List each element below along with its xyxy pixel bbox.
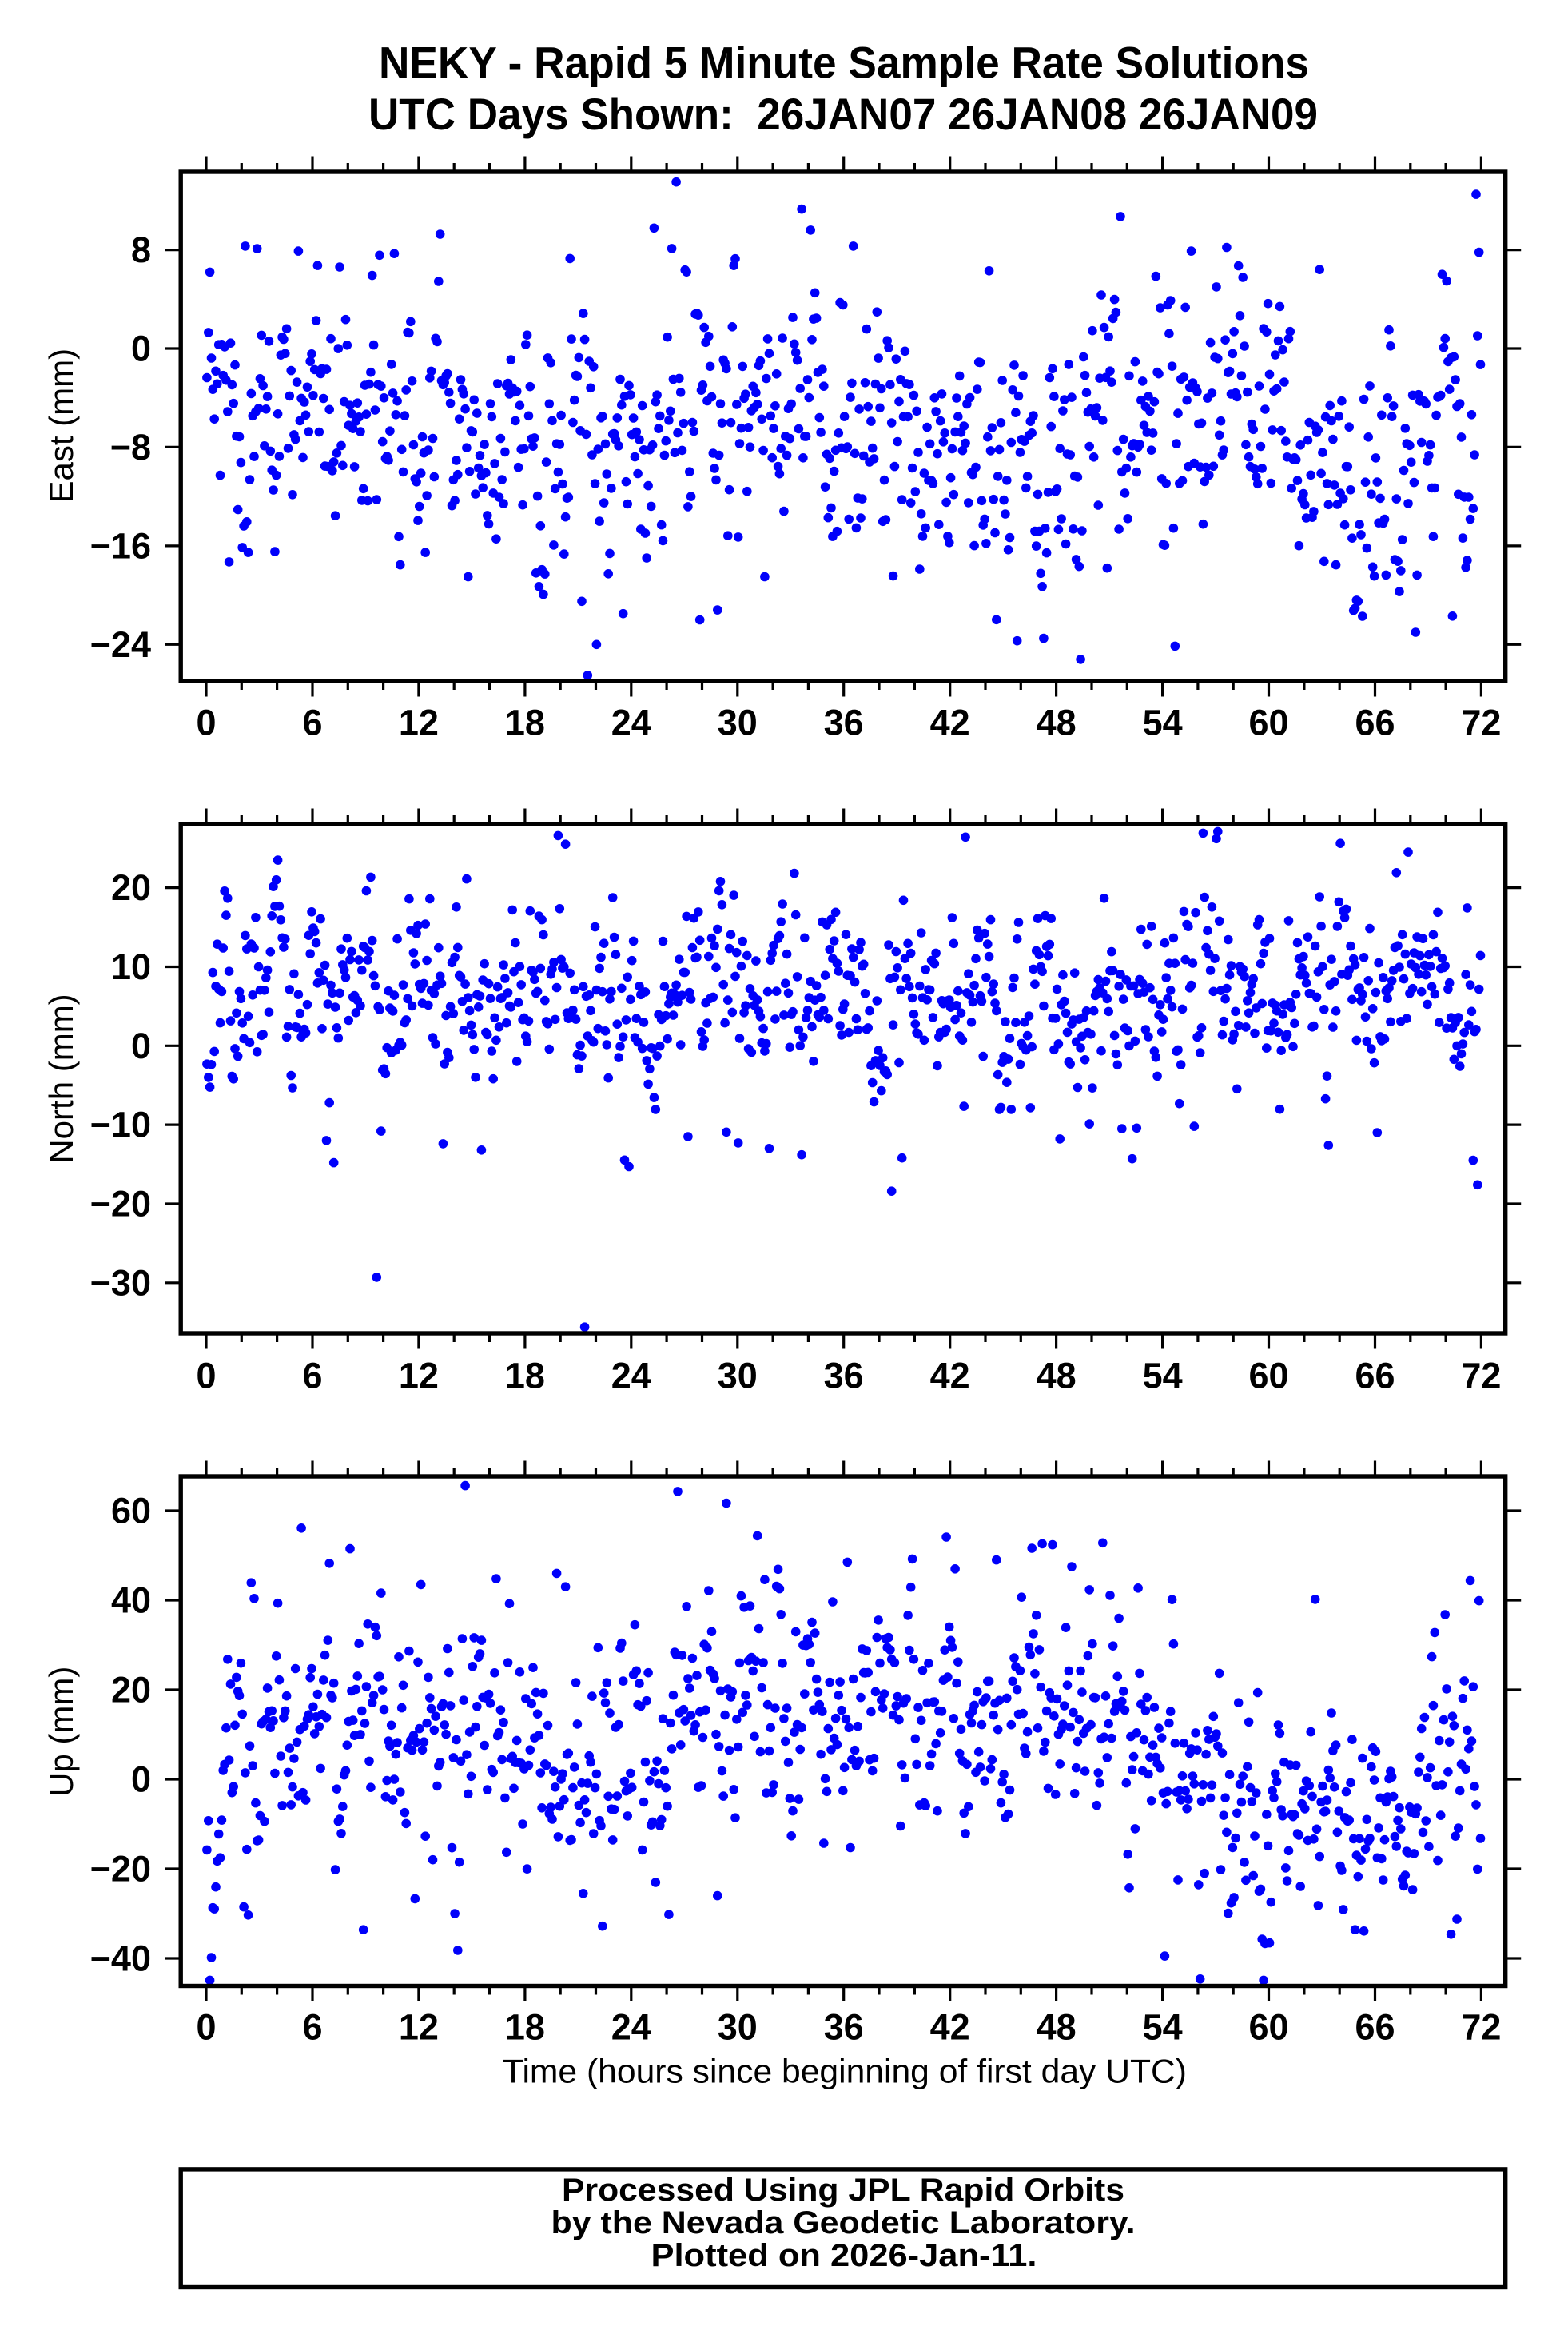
svg-text:24: 24 bbox=[611, 2006, 651, 2047]
svg-text:18: 18 bbox=[505, 1356, 545, 1396]
svg-text:66: 66 bbox=[1355, 2006, 1395, 2047]
svg-text:North (mm): North (mm) bbox=[42, 994, 80, 1163]
svg-text:40: 40 bbox=[111, 1580, 151, 1621]
svg-text:by the Nevada Geodetic Laborat: by the Nevada Geodetic Laboratory. bbox=[551, 2205, 1136, 2240]
svg-text:72: 72 bbox=[1461, 703, 1501, 743]
svg-text:Time (hours since beginning of: Time (hours since beginning of first day… bbox=[503, 2053, 1187, 2090]
svg-text:6: 6 bbox=[302, 703, 322, 743]
svg-text:60: 60 bbox=[111, 1491, 151, 1531]
svg-text:−20: −20 bbox=[90, 1184, 151, 1225]
svg-text:20: 20 bbox=[111, 867, 151, 908]
svg-text:NEKY - Rapid 5 Minute Sample R: NEKY - Rapid 5 Minute Sample Rate Soluti… bbox=[379, 38, 1309, 88]
svg-text:48: 48 bbox=[1037, 703, 1077, 743]
svg-text:−24: −24 bbox=[90, 624, 151, 665]
svg-text:East (mm): East (mm) bbox=[42, 349, 80, 504]
svg-text:6: 6 bbox=[302, 2006, 322, 2047]
svg-text:0: 0 bbox=[131, 1759, 151, 1800]
svg-text:−20: −20 bbox=[90, 1849, 151, 1890]
svg-text:−10: −10 bbox=[90, 1105, 151, 1145]
svg-text:54: 54 bbox=[1143, 2006, 1183, 2047]
svg-text:42: 42 bbox=[930, 703, 970, 743]
svg-text:Up (mm): Up (mm) bbox=[42, 1667, 80, 1797]
svg-text:10: 10 bbox=[111, 946, 151, 987]
svg-text:0: 0 bbox=[196, 2006, 216, 2047]
svg-text:24: 24 bbox=[611, 1356, 651, 1396]
svg-text:0: 0 bbox=[131, 329, 151, 369]
svg-text:UTC Days Shown: 26JAN07 26JAN: UTC Days Shown: 26JAN07 26JAN08 26JAN09 bbox=[368, 89, 1318, 139]
svg-text:72: 72 bbox=[1461, 1356, 1501, 1396]
svg-text:0: 0 bbox=[131, 1026, 151, 1066]
svg-text:0: 0 bbox=[196, 1356, 216, 1396]
svg-text:54: 54 bbox=[1143, 703, 1183, 743]
svg-text:30: 30 bbox=[718, 2006, 758, 2047]
svg-text:60: 60 bbox=[1248, 1356, 1288, 1396]
svg-text:−40: −40 bbox=[90, 1938, 151, 1979]
svg-text:36: 36 bbox=[824, 2006, 864, 2047]
svg-text:0: 0 bbox=[196, 703, 216, 743]
svg-text:66: 66 bbox=[1355, 1356, 1395, 1396]
svg-text:72: 72 bbox=[1461, 2006, 1501, 2047]
svg-text:18: 18 bbox=[505, 2006, 545, 2047]
svg-text:20: 20 bbox=[111, 1670, 151, 1711]
svg-text:Processed Using JPL Rapid Orbi: Processed Using JPL Rapid Orbits bbox=[562, 2173, 1124, 2208]
svg-text:18: 18 bbox=[505, 703, 545, 743]
svg-text:30: 30 bbox=[718, 1356, 758, 1396]
svg-text:−30: −30 bbox=[90, 1262, 151, 1303]
svg-text:12: 12 bbox=[399, 2006, 439, 2047]
svg-text:12: 12 bbox=[399, 1356, 439, 1396]
svg-text:66: 66 bbox=[1355, 703, 1395, 743]
svg-text:8: 8 bbox=[131, 229, 151, 270]
svg-text:42: 42 bbox=[930, 1356, 970, 1396]
svg-text:48: 48 bbox=[1037, 1356, 1077, 1396]
svg-text:60: 60 bbox=[1248, 2006, 1288, 2047]
svg-text:24: 24 bbox=[611, 703, 651, 743]
svg-text:36: 36 bbox=[824, 1356, 864, 1396]
svg-text:12: 12 bbox=[399, 703, 439, 743]
svg-text:42: 42 bbox=[930, 2006, 970, 2047]
svg-text:36: 36 bbox=[824, 703, 864, 743]
svg-text:30: 30 bbox=[718, 703, 758, 743]
svg-text:−8: −8 bbox=[110, 427, 151, 468]
svg-text:Plotted on 2026-Jan-11.: Plotted on 2026-Jan-11. bbox=[651, 2238, 1037, 2273]
svg-text:60: 60 bbox=[1248, 703, 1288, 743]
svg-text:6: 6 bbox=[302, 1356, 322, 1396]
svg-text:54: 54 bbox=[1143, 1356, 1183, 1396]
svg-text:−16: −16 bbox=[90, 526, 151, 567]
svg-text:48: 48 bbox=[1037, 2006, 1077, 2047]
